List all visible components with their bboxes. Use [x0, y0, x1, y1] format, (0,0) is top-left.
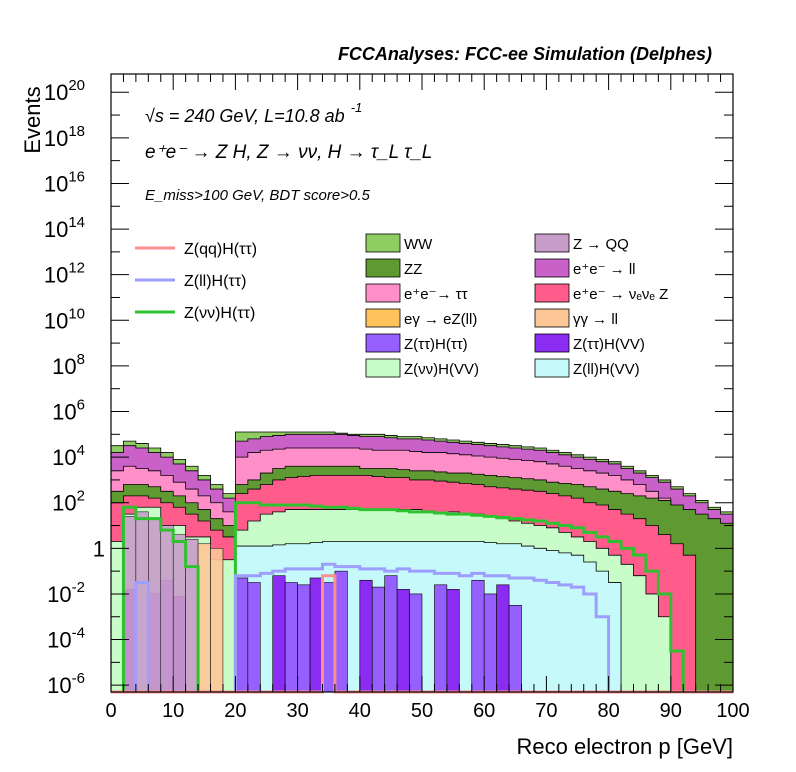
bar-ztautau-20	[483, 593, 497, 693]
bar-ztautau-21	[496, 584, 510, 693]
legend-label: e⁺e⁻→ ττ	[404, 286, 468, 303]
legend-label: Z(ττ)H(VV)	[573, 336, 645, 353]
bar-lowp-6	[197, 543, 211, 693]
y-tick-label: 10-4	[47, 625, 85, 653]
x-tick-label-30: 30	[286, 700, 308, 722]
legend-label: eγ → eZ(ll)	[404, 311, 477, 328]
y-tick-label: 10-2	[47, 579, 85, 607]
legend-label: Z → QQ	[573, 236, 629, 253]
legend-label: γγ → ll	[573, 311, 618, 328]
legend-swatch-7	[534, 308, 570, 328]
annotation-cuts: E_miss>100 GeV, BDT score>0.5	[145, 187, 370, 204]
x-tick-label-40: 40	[349, 700, 371, 722]
bar-ztautau-16	[409, 593, 423, 693]
legend-label: Z(ττ)H(ττ)	[404, 336, 468, 353]
y-tick-label: 1010	[44, 305, 85, 333]
legend-swatch-6	[365, 308, 401, 328]
bar-lowp-0	[123, 516, 137, 693]
y-tick-label: 108	[52, 351, 85, 379]
legend-swatch-10	[365, 358, 401, 378]
bar-ztautau-12	[359, 579, 373, 693]
legend-swatch-8	[365, 333, 401, 353]
legend-label: WW	[404, 236, 433, 253]
y-tick-label: 1012	[44, 260, 85, 288]
x-tick-label-90: 90	[660, 700, 682, 722]
x-tick-label-50: 50	[411, 700, 433, 722]
bar-ztautau-19	[471, 579, 485, 693]
x-tick-label-0: 0	[105, 700, 116, 722]
bar-lowp-7	[210, 548, 224, 693]
bar-ztautau-22	[508, 605, 522, 693]
legend-swatch-0	[365, 233, 401, 253]
y-tick-label: 104	[52, 442, 85, 470]
bar-ztautau-6	[272, 575, 286, 693]
legend-swatch-2	[365, 258, 401, 278]
bar-lowp-4	[172, 534, 186, 693]
legend-label: Z(ll)H(ττ)	[184, 273, 246, 290]
annotation-process: e⁺e⁻ → Z H, Z → νν, H → τ_L τ_L	[145, 142, 432, 163]
bar-lowp-3	[160, 525, 174, 693]
x-axis-label: Reco electron p [GeV]	[517, 734, 733, 759]
y-tick-label: 1020	[44, 77, 85, 105]
bar-ztautau-14	[384, 575, 398, 693]
y-tick-label: 1016	[44, 168, 85, 196]
x-tick-label-20: 20	[224, 700, 246, 722]
bar-lowp-1	[135, 511, 149, 693]
legend-swatch-3	[534, 258, 570, 278]
bar-ztautau-13	[371, 586, 385, 693]
y-tick-label: 1	[93, 536, 105, 561]
y-tick-label: 10-6	[47, 670, 85, 698]
legend-label: Z(ll)H(VV)	[573, 361, 640, 378]
legend-label: e⁺e⁻ → νₑνₑ Z	[573, 286, 668, 303]
x-tick-label-70: 70	[535, 700, 557, 722]
y-tick-label: 106	[52, 397, 85, 425]
x-tick-label-80: 80	[597, 700, 619, 722]
y-tick-label: 102	[52, 488, 85, 516]
legend-label: Z(νν)H(VV)	[404, 361, 479, 378]
bar-ztautau-5	[247, 582, 261, 693]
y-tick-label: 1018	[44, 123, 85, 151]
y-tick-label: 1014	[44, 214, 85, 242]
bar-ztautau-17	[434, 584, 448, 693]
bar-ztautau-10	[322, 582, 336, 693]
bar-ztautau-15	[396, 589, 410, 693]
bar-ztautau-7	[284, 582, 298, 693]
bar-lowp-2	[148, 518, 162, 693]
legend-swatch-5	[534, 283, 570, 303]
legend-swatch-9	[534, 333, 570, 353]
bar-ztautau-11	[334, 570, 348, 693]
legend-label: Z(νν)H(ττ)	[184, 305, 255, 322]
y-axis-label: Events	[20, 86, 45, 153]
x-tick-label-100: 100	[716, 700, 749, 722]
line-ZllHtautau	[111, 562, 733, 694]
legend-swatch-1	[534, 233, 570, 253]
legend-label: e⁺e⁻ → ll	[573, 261, 636, 278]
legend-label: ZZ	[404, 261, 422, 278]
chart-title: FCCAnalyses: FCC-ee Simulation (Delphes)	[338, 44, 712, 64]
bar-lowp-5	[185, 538, 199, 693]
legend-label: Z(qq)H(ττ)	[184, 241, 257, 258]
legend-swatch-11	[534, 358, 570, 378]
bar-ztautau-4	[235, 577, 249, 693]
x-tick-label-10: 10	[162, 700, 184, 722]
x-tick-label-60: 60	[473, 700, 495, 722]
bar-ztautau-18	[446, 589, 460, 693]
legend-swatch-4	[365, 283, 401, 303]
bar-ztautau-8	[297, 584, 311, 693]
bar-ztautau-9	[309, 577, 323, 693]
